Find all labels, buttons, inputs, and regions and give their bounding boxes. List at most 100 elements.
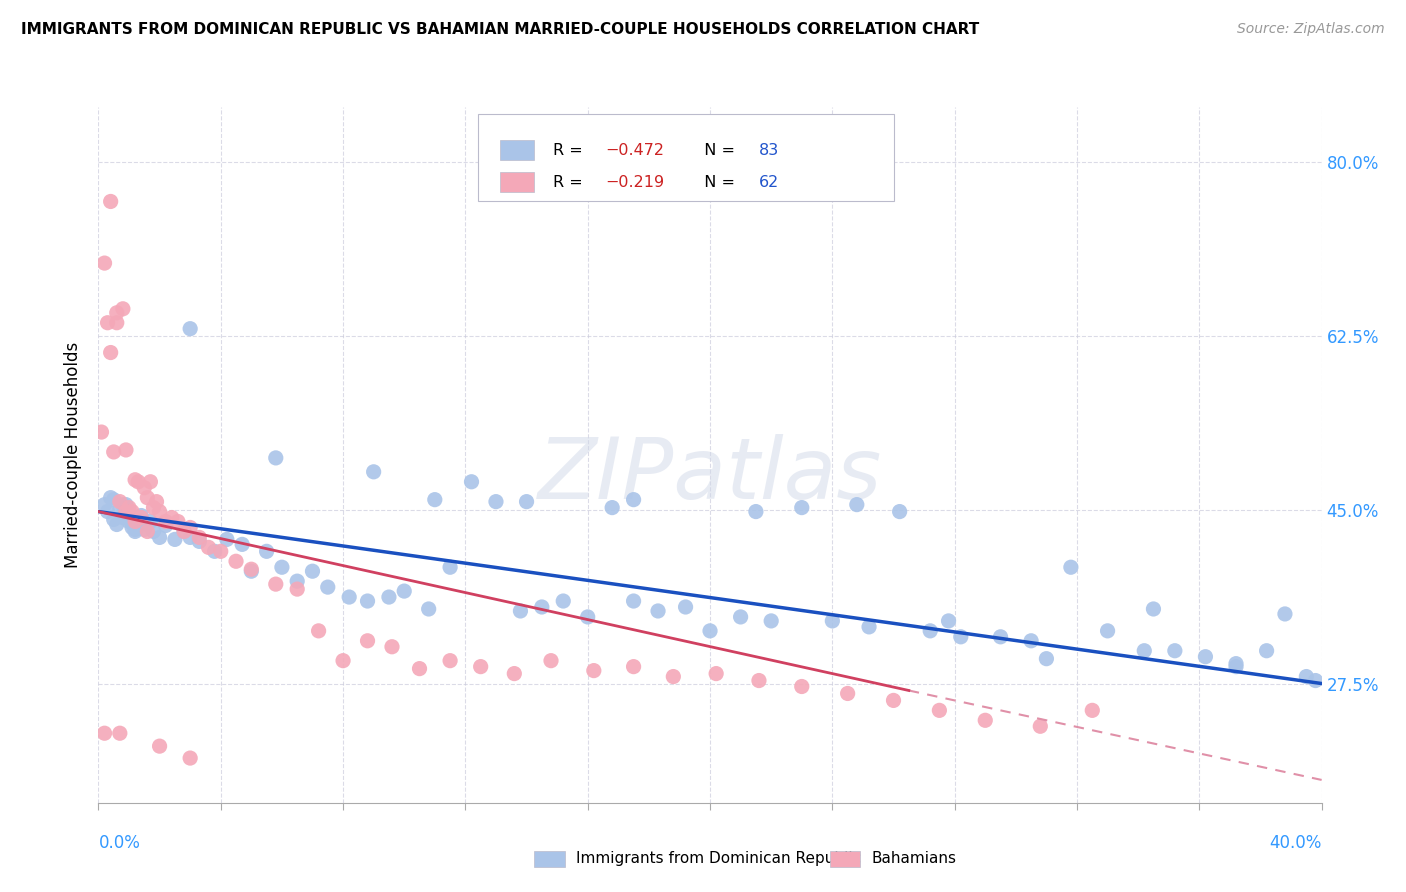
Point: [179, 321, 201, 335]
Point: [111, 510, 134, 524]
Point: [115, 442, 138, 457]
Point: [264, 577, 287, 591]
Point: [748, 673, 770, 688]
Point: [103, 512, 125, 526]
Point: [209, 544, 232, 558]
Text: R =: R =: [554, 143, 588, 158]
Point: [100, 194, 122, 209]
Point: [155, 515, 177, 529]
Point: [215, 533, 238, 547]
FancyBboxPatch shape: [499, 172, 534, 192]
Text: N =: N =: [695, 175, 740, 190]
Point: [136, 524, 159, 539]
Point: [115, 498, 138, 512]
Text: N =: N =: [695, 143, 740, 158]
Point: [790, 680, 813, 694]
Point: [858, 620, 880, 634]
Point: [134, 523, 156, 537]
Point: [136, 517, 159, 532]
Point: [1019, 633, 1042, 648]
Point: [928, 703, 950, 717]
Point: [100, 345, 122, 359]
Text: ZIPatlas: ZIPatlas: [538, 434, 882, 517]
Text: 83: 83: [759, 143, 779, 158]
Point: [264, 450, 287, 465]
Point: [381, 640, 404, 654]
Point: [699, 624, 721, 638]
Point: [423, 492, 446, 507]
Point: [990, 630, 1012, 644]
Point: [553, 594, 575, 608]
Point: [93, 726, 115, 740]
Point: [662, 669, 685, 683]
Point: [332, 654, 354, 668]
Text: Immigrants from Dominican Republic: Immigrants from Dominican Republic: [576, 852, 862, 866]
Point: [108, 726, 131, 740]
Point: [256, 544, 278, 558]
Point: [378, 590, 401, 604]
Point: [1097, 624, 1119, 638]
Point: [418, 602, 440, 616]
Point: [155, 518, 177, 533]
Point: [129, 508, 152, 523]
Point: [392, 584, 416, 599]
Point: [111, 301, 134, 316]
Point: [124, 523, 146, 537]
Point: [790, 500, 813, 515]
Point: [231, 537, 253, 551]
Point: [149, 505, 172, 519]
Text: 40.0%: 40.0%: [1270, 834, 1322, 852]
Point: [188, 534, 211, 549]
Point: [759, 614, 782, 628]
Point: [97, 505, 120, 519]
Point: [1274, 607, 1296, 621]
Point: [240, 562, 263, 576]
Point: [90, 425, 112, 439]
Point: [1164, 644, 1187, 658]
Point: [1133, 644, 1156, 658]
Point: [439, 560, 461, 574]
Point: [240, 564, 263, 578]
Point: [149, 739, 172, 753]
Point: [134, 481, 156, 495]
Point: [883, 693, 905, 707]
Point: [356, 594, 378, 608]
Point: [127, 475, 149, 489]
Point: [337, 590, 360, 604]
Point: [105, 316, 128, 330]
Point: [285, 582, 308, 596]
Point: [889, 505, 911, 519]
Point: [704, 666, 727, 681]
Point: [124, 524, 146, 539]
Point: [745, 505, 768, 519]
Point: [93, 256, 115, 270]
Point: [121, 520, 143, 534]
Point: [623, 659, 645, 673]
Text: Bahamians: Bahamians: [872, 852, 956, 866]
Point: [439, 654, 461, 668]
Point: [160, 510, 183, 524]
Point: [105, 517, 128, 532]
Point: [540, 654, 562, 668]
Point: [408, 662, 430, 676]
Point: [1256, 644, 1278, 658]
Point: [509, 604, 531, 618]
Point: [204, 544, 226, 558]
FancyBboxPatch shape: [499, 140, 534, 160]
FancyBboxPatch shape: [478, 114, 894, 201]
Text: Source: ZipAtlas.com: Source: ZipAtlas.com: [1237, 22, 1385, 37]
Text: R =: R =: [554, 175, 588, 190]
Point: [675, 599, 697, 614]
Text: −0.472: −0.472: [605, 143, 664, 158]
Text: 62: 62: [759, 175, 779, 190]
Y-axis label: Married-couple Households: Married-couple Households: [65, 342, 83, 568]
Text: 0.0%: 0.0%: [98, 834, 141, 852]
Point: [1081, 703, 1104, 717]
Point: [647, 604, 669, 618]
Point: [225, 554, 247, 568]
Point: [623, 594, 645, 608]
Point: [129, 510, 152, 524]
Point: [1305, 673, 1327, 688]
Point: [470, 659, 492, 673]
Point: [582, 664, 605, 678]
